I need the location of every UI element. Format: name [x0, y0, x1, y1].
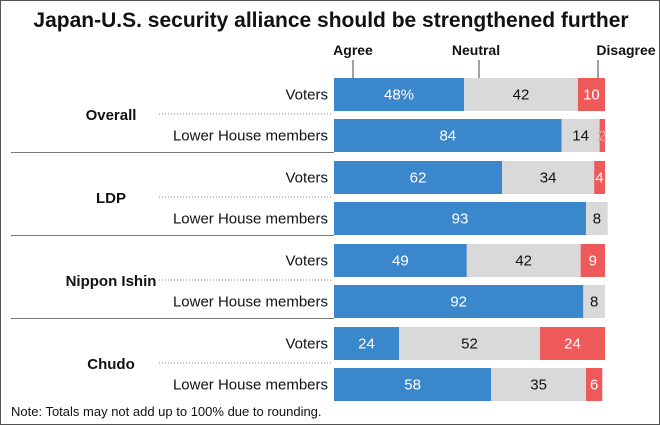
legend-label-disagree: Disagree	[596, 42, 655, 58]
data-label-agree: 48%	[384, 87, 414, 104]
row-label: Lower House members	[173, 128, 328, 145]
bar-segment-agree	[334, 119, 562, 152]
chart-title: Japan-U.S. security alliance should be s…	[33, 9, 628, 32]
bar-segment-disagree	[580, 244, 605, 277]
row-label: Voters	[285, 336, 328, 353]
data-label-disagree: 24	[564, 336, 581, 353]
group-label: Chudo	[87, 356, 134, 373]
bar-segment-neutral	[464, 78, 578, 111]
chart-note: Note: Totals may not add up to 100% due …	[11, 404, 322, 419]
data-label-agree: 58	[404, 377, 421, 394]
legend: Agree Neutral Disagree	[333, 42, 656, 78]
data-label-neutral: 42	[513, 87, 530, 104]
row-label: Voters	[285, 170, 328, 187]
bar-segment-neutral	[399, 327, 540, 360]
row-label: Voters	[285, 87, 328, 104]
data-label-disagree: 2	[598, 128, 606, 144]
data-label-disagree: 4	[595, 170, 603, 187]
data-label-agree: 84	[439, 128, 456, 145]
bars-layer	[334, 78, 608, 401]
data-label-agree: 92	[450, 294, 467, 311]
data-label-agree: 93	[452, 211, 469, 228]
data-label-agree: 49	[392, 253, 409, 270]
data-label-disagree: 9	[589, 253, 597, 270]
bar-segment-agree	[334, 368, 492, 401]
bar-segment-neutral	[466, 244, 581, 277]
data-label-neutral: 52	[461, 336, 478, 353]
row-label: Lower House members	[173, 211, 328, 228]
data-label-neutral: 14	[572, 128, 589, 145]
bar-segment-agree	[334, 244, 467, 277]
bar-segment-agree	[334, 78, 465, 111]
row-label: Lower House members	[173, 294, 328, 311]
data-label-disagree: 6	[590, 377, 598, 394]
group-label: LDP	[96, 190, 126, 207]
row-label: Lower House members	[173, 377, 328, 394]
legend-label-agree: Agree	[333, 42, 373, 58]
group-label: Nippon Ishin	[66, 273, 157, 290]
data-label-neutral: 42	[515, 253, 532, 270]
group-label: Overall	[86, 107, 137, 124]
data-label-neutral: 34	[540, 170, 557, 187]
bar-segment-agree	[334, 327, 400, 360]
data-label-agree: 62	[410, 170, 427, 187]
data-label-neutral: 8	[590, 294, 598, 311]
data-label-neutral: 8	[593, 211, 601, 228]
bar-segment-neutral	[586, 202, 608, 235]
bar-segment-disagree	[594, 161, 605, 194]
bar-segment-disagree	[586, 368, 603, 401]
bar-segment-neutral	[491, 368, 587, 401]
legend-label-neutral: Neutral	[452, 42, 500, 58]
bar-segment-neutral	[583, 285, 605, 318]
bar-segment-neutral	[561, 119, 600, 152]
bar-segment-agree	[334, 285, 584, 318]
bar-segment-agree	[334, 202, 587, 235]
data-label-disagree: 10	[583, 87, 600, 104]
bar-segment-agree	[334, 161, 503, 194]
bar-segment-disagree	[539, 327, 605, 360]
row-label: Voters	[285, 253, 328, 270]
bar-segment-disagree	[599, 119, 605, 152]
bar-segment-disagree	[577, 78, 605, 111]
data-label-agree: 24	[358, 336, 375, 353]
data-label-neutral: 35	[530, 377, 547, 394]
bar-segment-neutral	[502, 161, 595, 194]
